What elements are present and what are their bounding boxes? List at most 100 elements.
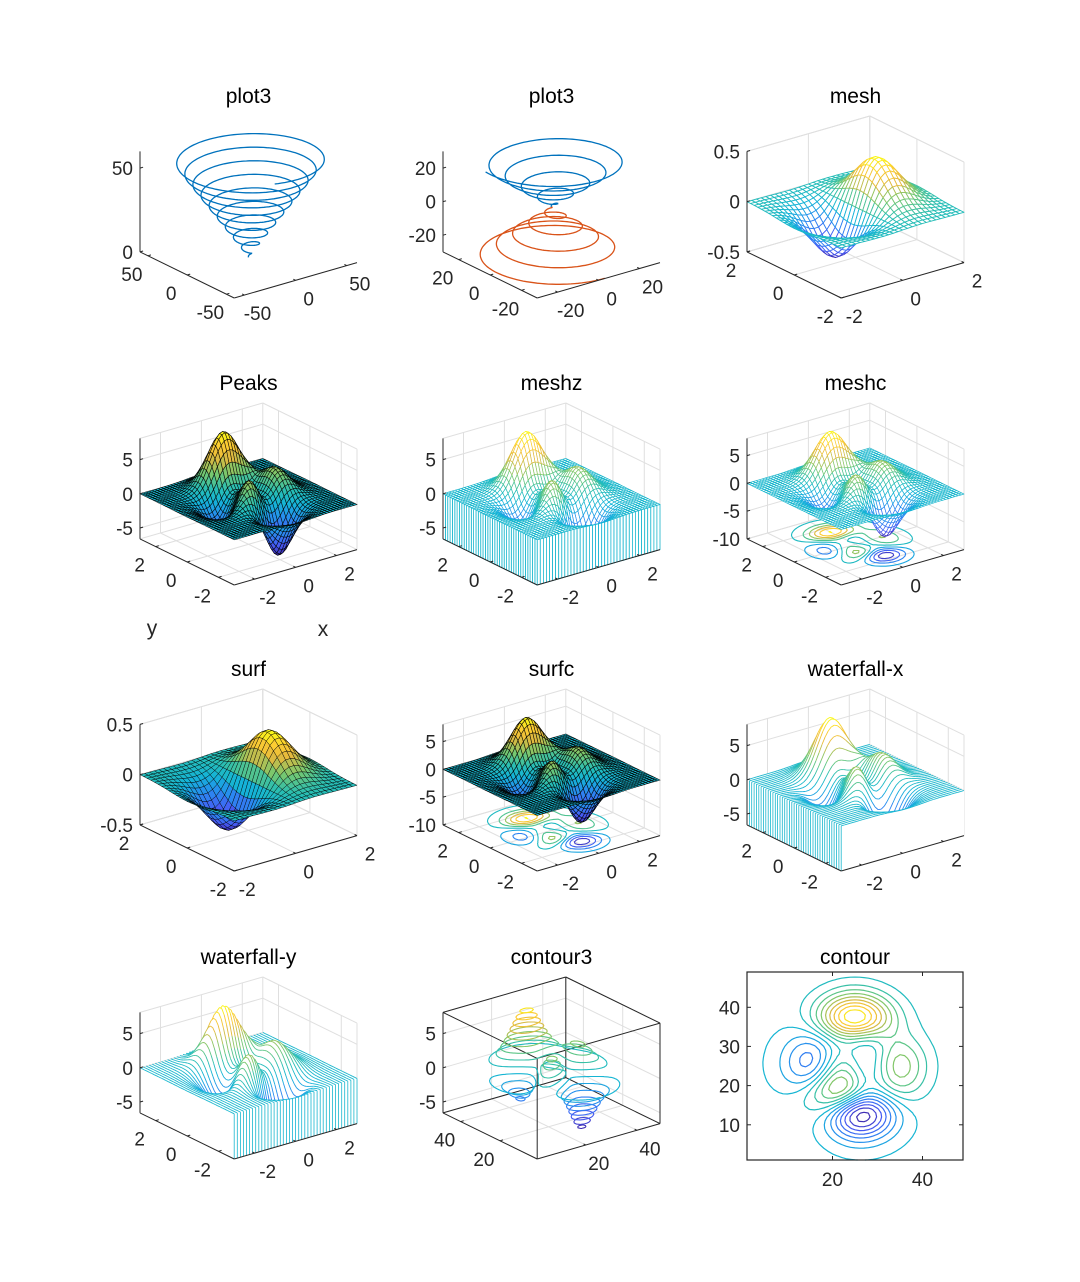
- x-tick-label: -2: [846, 307, 863, 328]
- x-tick: [344, 263, 348, 267]
- subplot-mesh: mesh-202-202-0.500.5: [707, 85, 982, 328]
- y-tick-label: -50: [197, 303, 224, 324]
- x-tick-label: -20: [557, 301, 584, 322]
- axes: -20 0 20 -20 0 20 -20 0 20: [409, 151, 663, 322]
- curtain-patch: [561, 531, 566, 579]
- x-tick-label: -2: [562, 588, 579, 609]
- y-tick: [458, 258, 462, 261]
- curtain-patch: [635, 510, 639, 558]
- series-line: [479, 206, 616, 285]
- curtain-patch: [558, 532, 563, 580]
- curtain-patch: [549, 534, 553, 583]
- y-tick-label: 2: [437, 556, 448, 577]
- series-line: [176, 132, 325, 258]
- curtain-patch: [539, 537, 544, 585]
- y-tick-label: 0: [166, 571, 177, 592]
- curtain-patch: [622, 513, 627, 561]
- curtain-patch: [607, 519, 612, 566]
- y-tick-label: 2: [726, 261, 737, 282]
- subplot-meshz: meshz-202-202-505: [419, 372, 661, 609]
- x-tick: [293, 565, 296, 568]
- curtain-patch: [647, 506, 652, 554]
- x-tick-label: 2: [972, 272, 983, 293]
- x-tick-label: -50: [244, 304, 271, 325]
- curtain-patch: [650, 505, 655, 553]
- x-tick: [555, 290, 558, 293]
- x-tick-label: 20: [642, 278, 663, 299]
- curtain-patch: [653, 504, 658, 552]
- z-tick-label: -5: [116, 519, 133, 540]
- contour-level: [877, 551, 895, 560]
- y-tick-label: 0: [469, 571, 480, 592]
- surface: [746, 156, 965, 258]
- curtain-patch: [598, 522, 603, 568]
- x-tick-label: 0: [303, 576, 314, 597]
- y-axis-label: y: [147, 617, 158, 640]
- x-tick: [241, 293, 245, 296]
- y-tick: [186, 560, 191, 563]
- curtain-patch: [656, 503, 661, 552]
- z-tick-label: 0: [425, 193, 436, 214]
- x-tick: [596, 278, 599, 281]
- wall-edge: [262, 402, 358, 450]
- curtain-patch: [567, 529, 572, 577]
- z-tick-label: -20: [409, 226, 436, 247]
- gridline-z: [262, 423, 358, 471]
- curtain-patch: [638, 509, 642, 557]
- subplot-title: Peaks: [219, 372, 277, 395]
- subplot-title: mesh: [830, 85, 881, 108]
- curtain-patch: [592, 524, 596, 570]
- y-tick-label: 0: [166, 284, 177, 305]
- z-tick-label: -5: [419, 519, 436, 540]
- y-tick-label: 2: [134, 556, 145, 577]
- wall-edge: [746, 115, 870, 152]
- surface: [139, 431, 358, 556]
- subplot-title: plot3: [226, 85, 272, 108]
- x-axis-label: x: [318, 618, 329, 641]
- z-tick: [746, 200, 751, 203]
- curtain-patch: [595, 523, 599, 569]
- z-tick-label: 20: [415, 159, 436, 180]
- wall-edge: [869, 115, 965, 163]
- gridline-z: [139, 423, 263, 461]
- z-tick: [442, 200, 447, 203]
- curtain-patch: [543, 536, 547, 584]
- y-tick-label: 20: [432, 269, 453, 290]
- y-tick-label: -2: [817, 307, 834, 328]
- z-tick: [442, 233, 447, 236]
- gridline-y: [218, 541, 342, 578]
- y-tick: [147, 254, 152, 257]
- curtain-patch: [555, 533, 560, 581]
- y-tick: [155, 545, 159, 548]
- z-tick-label: -0.5: [707, 243, 740, 264]
- y-tick-label: 0: [773, 284, 784, 305]
- curtain-patch: [576, 527, 581, 575]
- gridline-y: [793, 239, 918, 276]
- z-tick-label: 0: [425, 485, 436, 506]
- curtain-patch: [628, 512, 633, 560]
- x-tick-label: 0: [606, 289, 617, 310]
- x-tick: [900, 278, 903, 281]
- curtain-patch: [564, 530, 569, 578]
- axes: -202-202-0.500.5: [707, 142, 982, 328]
- curtain-patch: [610, 518, 615, 565]
- subplot-title: meshc: [825, 372, 887, 395]
- z-tick-label: 50: [112, 159, 133, 180]
- y-tick-label: -2: [497, 586, 514, 607]
- y-tick: [489, 273, 494, 276]
- subplot-meshc: meshc-202-202-10-505: [713, 372, 965, 609]
- y-tick-label: -20: [492, 299, 519, 320]
- z-tick-label: 5: [425, 451, 436, 472]
- z-tick-label: 0: [122, 485, 133, 506]
- x-tick-label: 0: [303, 289, 314, 310]
- y-tick-label: 0: [469, 284, 480, 305]
- curtain-patch: [616, 516, 621, 563]
- curtain-patch: [536, 538, 541, 586]
- z-tick: [139, 166, 144, 169]
- z-tick-label: 0.5: [714, 142, 740, 163]
- z-tick: [139, 250, 144, 253]
- series-line: [485, 138, 623, 208]
